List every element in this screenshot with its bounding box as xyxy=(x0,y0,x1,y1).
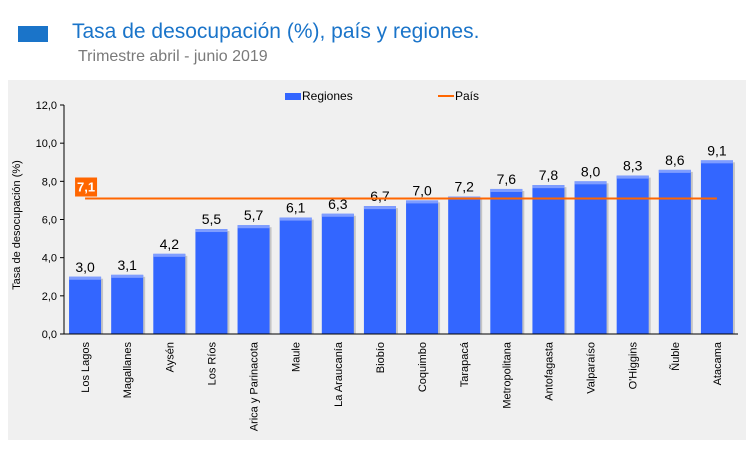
bar-value-label: 8,6 xyxy=(665,152,685,168)
legend-swatch-regiones xyxy=(285,93,301,100)
bar xyxy=(69,276,102,334)
reference-line-group: 7,1 xyxy=(75,177,717,200)
y-tick-label: 8,0 xyxy=(42,176,57,188)
y-tick-label: 2,0 xyxy=(42,291,57,303)
bar-value-label: 9,1 xyxy=(707,142,727,158)
bar-value-label: 3,1 xyxy=(117,257,137,273)
category-label: O'Higgins xyxy=(628,342,640,390)
bar-chart: Regiones País Tasa de desocupación (%) 0… xyxy=(11,89,738,431)
bar-highlight xyxy=(490,188,523,192)
category-label: Arica y Parinacota xyxy=(249,341,261,431)
bar-highlight xyxy=(700,160,733,164)
bar xyxy=(321,213,354,334)
bar xyxy=(153,253,186,334)
bar-highlight xyxy=(574,181,607,185)
bar-value-label: 5,5 xyxy=(202,211,222,227)
category-label: Biobío xyxy=(375,342,387,373)
category-label: Antofagasta xyxy=(543,341,555,401)
y-tick-label: 4,0 xyxy=(42,253,57,265)
bar-highlight xyxy=(153,253,186,257)
bar-highlight xyxy=(616,175,649,179)
bar xyxy=(490,188,523,334)
category-label: Ñuble xyxy=(669,342,682,371)
header: Tasa de desocupación (%), país y regione… xyxy=(0,0,752,80)
bar xyxy=(195,229,228,334)
y-tick-label: 0,0 xyxy=(42,329,57,341)
bar xyxy=(532,185,565,334)
bar-highlight xyxy=(658,169,691,173)
category-label: Tarapacá xyxy=(459,341,471,387)
pais-value-badge xyxy=(75,177,98,197)
bar xyxy=(279,217,312,334)
chart-subtitle: Trimestre abril - junio 2019 xyxy=(78,48,268,65)
y-ticks: 0,0 2,0 4,0 6,0 8,0 10,0 12,0 xyxy=(36,100,64,341)
category-label: Los Lagos xyxy=(80,342,92,393)
bar-value-label: 8,3 xyxy=(623,158,643,174)
legend-label-pais: País xyxy=(455,89,479,103)
category-labels: Los Lagos Magallanes Aysén Los Ríos Arica y … xyxy=(80,341,724,431)
bar-value-label: 5,7 xyxy=(244,207,264,223)
pais-value-label: 7,1 xyxy=(77,180,95,195)
bar-value-label: 3,0 xyxy=(75,259,95,275)
chart-title: Tasa de desocupación (%), país y regione… xyxy=(72,20,480,43)
y-axis-label: Tasa de desocupación (%) xyxy=(11,160,23,290)
bar xyxy=(237,225,270,334)
bar xyxy=(111,274,144,334)
category-label: Metropolitana xyxy=(501,341,513,409)
legend-label-regiones: Regiones xyxy=(302,89,353,103)
category-label: La Araucanía xyxy=(333,341,345,407)
bar-highlight xyxy=(321,213,354,217)
bar-value-label: 6,3 xyxy=(328,196,348,212)
bar xyxy=(363,206,396,334)
bar-highlight xyxy=(363,206,396,210)
legend: Regiones País xyxy=(285,89,479,103)
category-label: Coquimbo xyxy=(417,342,429,392)
category-label: Maule xyxy=(291,342,303,372)
bar-value-label: 4,2 xyxy=(160,236,180,252)
category-label: Magallanes xyxy=(122,342,134,399)
bar xyxy=(448,196,481,334)
category-label: Aysén xyxy=(164,342,176,372)
bar-highlight xyxy=(69,276,102,280)
bar-highlight xyxy=(195,229,228,233)
bar xyxy=(658,169,691,334)
category-label: Valparaíso xyxy=(586,342,598,394)
y-tick-label: 10,0 xyxy=(36,138,57,150)
bar-highlight xyxy=(279,217,312,221)
bar-value-label: 6,7 xyxy=(370,188,390,204)
bar xyxy=(616,175,649,334)
bar xyxy=(406,200,439,334)
category-label: Los Ríos xyxy=(206,342,218,386)
y-tick-label: 12,0 xyxy=(36,100,57,112)
bar-highlight xyxy=(111,274,144,278)
chart-panel: Regiones País Tasa de desocupación (%) 0… xyxy=(8,80,746,440)
bar-value-label: 8,0 xyxy=(581,163,601,179)
y-tick-label: 6,0 xyxy=(42,215,57,227)
bars xyxy=(69,160,735,334)
bar xyxy=(700,160,733,334)
value-labels: 3,0 3,1 4,2 5,5 5,7 6,1 6,3 6,7 7,0 7,2 7,6 7,8 8,0 8… xyxy=(75,142,727,274)
bar-value-label: 7,2 xyxy=(454,179,474,195)
bar-value-label: 7,0 xyxy=(412,182,432,198)
brand-square-icon xyxy=(18,26,48,42)
bar-highlight xyxy=(237,225,270,229)
category-label: Atacama xyxy=(712,341,724,385)
bar-highlight xyxy=(406,200,439,204)
bar-value-label: 7,6 xyxy=(497,171,517,187)
bar-highlight xyxy=(532,185,565,189)
bar-value-label: 7,8 xyxy=(539,167,559,183)
bar xyxy=(574,181,607,334)
bar-value-label: 6,1 xyxy=(286,200,306,216)
